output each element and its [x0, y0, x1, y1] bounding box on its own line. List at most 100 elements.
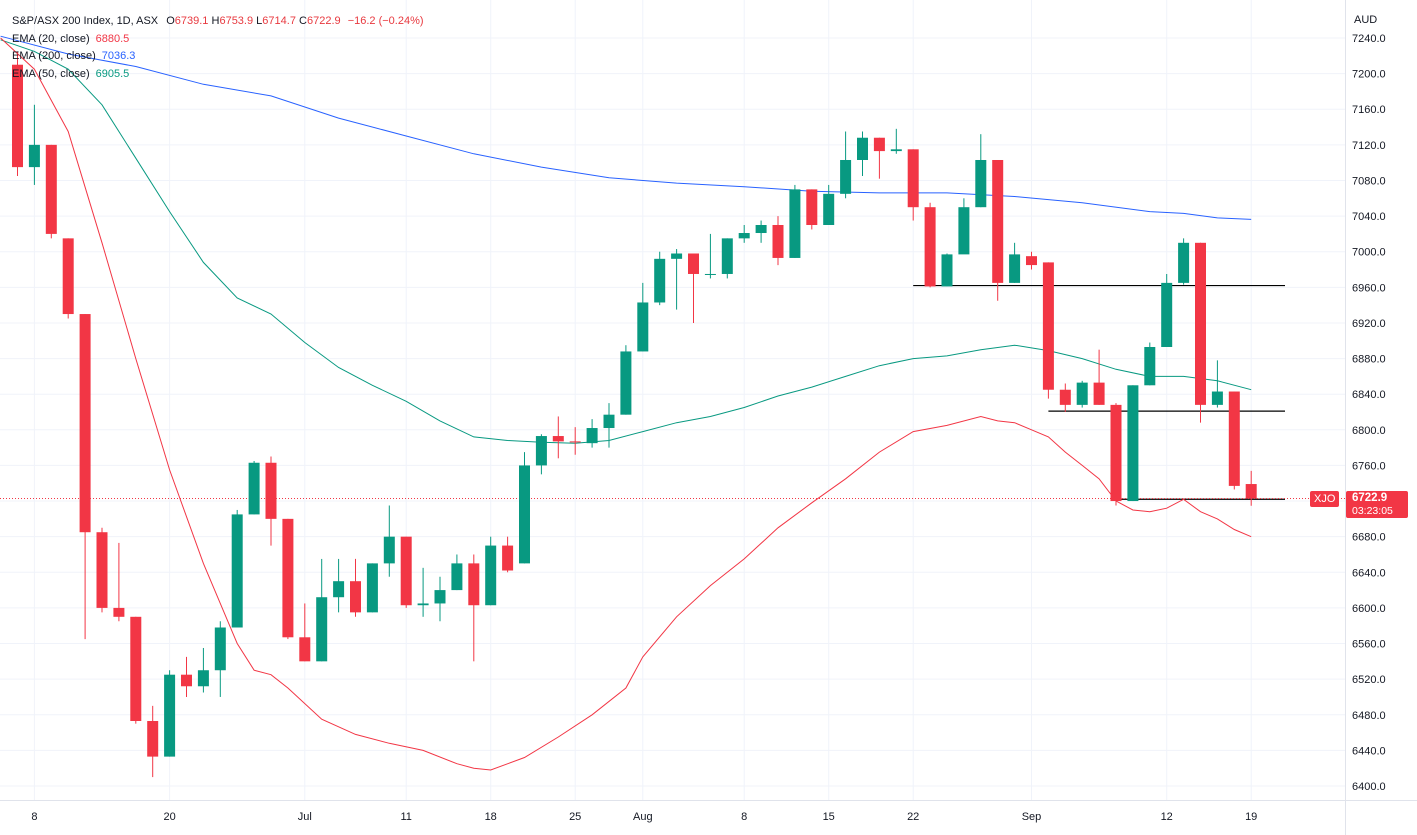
candle [637, 282, 649, 352]
candle-body [502, 545, 514, 571]
candle-body [569, 441, 581, 443]
candle-body [197, 670, 209, 687]
candle [485, 536, 497, 606]
candle-body [1042, 262, 1054, 390]
candle [840, 131, 852, 199]
candle [721, 238, 733, 279]
price-tick-label: 6560.0 [1352, 639, 1386, 651]
candle-body [113, 607, 125, 617]
candle-body [671, 253, 683, 259]
candle [434, 576, 446, 622]
candle-body [366, 563, 378, 613]
candle-body [823, 193, 835, 225]
price-tick-label: 6440.0 [1352, 745, 1386, 757]
price-tick-label: 6800.0 [1352, 425, 1386, 437]
candle [688, 253, 699, 323]
candle-body [79, 314, 91, 533]
candle [1144, 342, 1156, 386]
candle-body [96, 532, 108, 608]
candle-body [45, 144, 57, 234]
price-tick-label: 7200.0 [1352, 69, 1386, 81]
candle-body [806, 189, 818, 225]
candle-body [873, 137, 885, 152]
candle [620, 345, 632, 415]
candle [400, 536, 412, 608]
candle-body [434, 590, 446, 604]
candle [907, 149, 919, 221]
legend-ema50-value: 6905.5 [95, 67, 130, 80]
price-tick-label: 7240.0 [1352, 33, 1386, 45]
candle-body [1093, 382, 1105, 405]
price-tick-label: 7160.0 [1352, 104, 1386, 116]
price-tick-label: 6960.0 [1352, 282, 1386, 294]
candle [704, 233, 716, 279]
price-tick-label: 6520.0 [1352, 674, 1386, 686]
legend-ema200-row[interactable]: EMA (200, close) 7036.3 [12, 48, 424, 66]
legend-open-value: 6739.1 [174, 15, 209, 27]
candle-body [265, 462, 277, 519]
candle-body [1009, 254, 1021, 283]
candle-body [552, 436, 564, 442]
ema50-line [0, 39, 1252, 444]
candle [552, 416, 564, 459]
candle-body [1059, 389, 1071, 405]
candle [1009, 242, 1021, 283]
candle [299, 603, 311, 662]
time-tick-label: 20 [163, 811, 175, 823]
candle [1195, 242, 1206, 423]
candle [1178, 238, 1190, 285]
candle-body [586, 428, 598, 444]
legend-ema50-row[interactable]: EMA (50, close) 6905.5 [12, 66, 424, 84]
legend-ema200-label: EMA (200, close) [12, 50, 96, 62]
candle [1042, 262, 1054, 399]
legend-ema20-row[interactable]: EMA (20, close) 6880.5 [12, 31, 424, 49]
price-tick-label: 7120.0 [1352, 140, 1386, 152]
bar-countdown: 03:23:05 [1352, 505, 1393, 517]
candle [1211, 360, 1223, 408]
price-tick-label: 7080.0 [1352, 175, 1386, 187]
candle [569, 427, 581, 455]
time-tick-label: 25 [569, 811, 581, 823]
price-tick-label: 6760.0 [1352, 460, 1386, 472]
candle [654, 251, 666, 306]
candle-body [620, 351, 632, 415]
price-tick-label: 6640.0 [1352, 567, 1386, 579]
candle-body [992, 159, 1004, 283]
candle-body [316, 597, 328, 662]
candle [502, 536, 514, 573]
candle-body [721, 238, 733, 274]
candle-body [907, 149, 919, 208]
candle-body [282, 518, 294, 638]
legend-close-value: 6722.9 [306, 15, 341, 27]
time-tick-label: Sep [1022, 811, 1042, 823]
candle [1245, 470, 1257, 506]
candle [79, 314, 91, 640]
legend-change: −16.2 (−0.24%) [347, 15, 424, 27]
candle [992, 159, 1004, 301]
candle-body [603, 414, 615, 429]
candle-body [637, 302, 649, 352]
candle [366, 563, 378, 613]
time-tick-label: 15 [823, 811, 835, 823]
candle [671, 249, 683, 310]
candle-body [147, 720, 159, 757]
last-price-badge: 6722.9 03:23:05 [1346, 491, 1408, 518]
candle-body [383, 536, 395, 564]
candle [214, 621, 226, 697]
candle [586, 419, 598, 448]
candle [468, 554, 480, 662]
candle [282, 518, 294, 640]
legend-ohlc-row: S&P/ASX 200 Index, 1D, ASX O6739.1 H6753… [12, 13, 424, 31]
candle-body [1127, 385, 1139, 502]
candle [1228, 391, 1240, 490]
candle-body [451, 563, 463, 591]
price-tick-label: 7000.0 [1352, 247, 1386, 259]
candle [130, 616, 142, 724]
candle-body [485, 545, 497, 606]
candle [1093, 349, 1105, 405]
time-tick-label: 12 [1161, 811, 1173, 823]
last-price-value: 6722.9 [1352, 492, 1388, 504]
legend-ema20-value: 6880.5 [95, 32, 130, 45]
